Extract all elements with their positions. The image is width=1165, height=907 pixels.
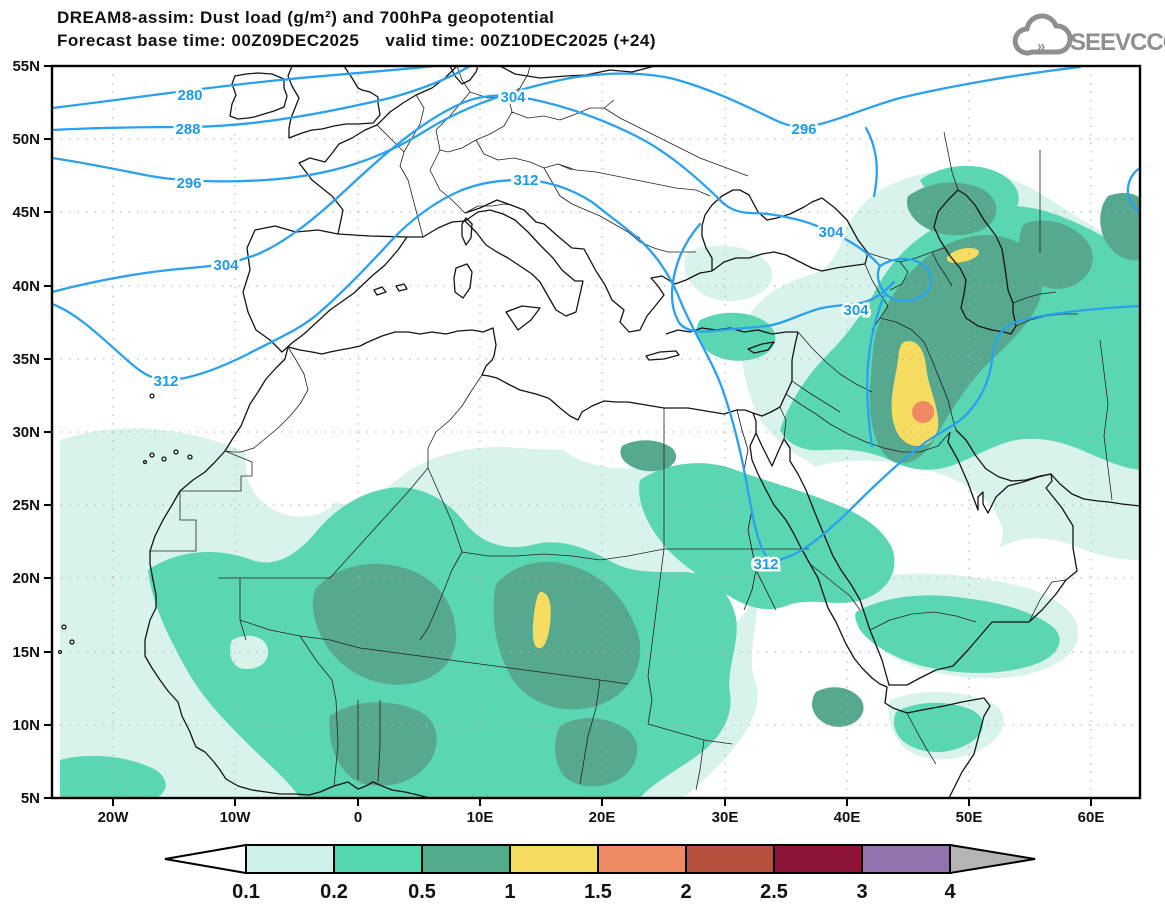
lat-tick-label: 55N	[12, 58, 40, 75]
colorbar-cell	[422, 845, 510, 873]
logo-text: SEEVCCC	[1070, 29, 1165, 56]
contour-label: 312	[753, 556, 778, 573]
lat-tick-label: 20N	[12, 570, 40, 587]
lon-tick-label: 20W	[98, 809, 130, 826]
colorbar-tick-label: 4	[944, 881, 956, 903]
contour-label: 304	[500, 89, 526, 106]
colorbar-tick-label: 0.2	[320, 881, 348, 903]
weather-chart-page: DREAM8-assim: Dust load (g/m²) and 700hP…	[0, 0, 1165, 907]
lat-tick-label: 10N	[12, 717, 40, 734]
dust-load-colorbar: 0.1 0.2 0.5 1 1.5 2 2.5 3 4	[165, 845, 1035, 903]
lat-tick-label: 50N	[12, 131, 40, 148]
lon-tick-label: 30E	[712, 809, 739, 826]
lat-tick-label: 35N	[12, 351, 40, 368]
colorbar-tick-label: 1	[504, 881, 515, 903]
lat-tick-label: 45N	[12, 204, 40, 221]
contour-label: 296	[176, 175, 201, 192]
contour-label: 296	[791, 121, 816, 138]
colorbar-cell	[686, 845, 774, 873]
colorbar-cell	[334, 845, 422, 873]
colorbar-tick-label: 2.5	[760, 881, 788, 903]
lat-tick-label: 5N	[21, 790, 40, 807]
contour-label: 288	[175, 121, 200, 138]
lat-tick-label: 40N	[12, 278, 40, 295]
lat-tick-label: 25N	[12, 497, 40, 514]
colorbar-cell	[598, 845, 686, 873]
contour-label: 304	[818, 224, 844, 241]
colorbar-left-arrow	[165, 845, 246, 873]
contour-label: 304	[213, 257, 239, 274]
lon-tick-label: 60E	[1078, 809, 1105, 826]
cloud-arrows-icon: »	[1037, 38, 1045, 55]
colorbar-cell	[246, 845, 334, 873]
colorbar-cell	[862, 845, 950, 873]
lon-tick-label: 40E	[834, 809, 861, 826]
contour-label: 312	[513, 172, 538, 189]
contour-label: 304	[843, 302, 869, 319]
colorbar-cell	[774, 845, 862, 873]
colorbar-cell	[510, 845, 598, 873]
contour-label: 312	[153, 373, 178, 390]
chart-title: DREAM8-assim: Dust load (g/m²) and 700hP…	[57, 8, 554, 28]
colorbar-tick-label: 0.5	[408, 881, 436, 903]
chart-subtitle: Forecast base time: 00Z09DEC2025 valid t…	[57, 31, 656, 51]
lat-tick-label: 30N	[12, 424, 40, 441]
seevccc-logo: » SEEVCCC	[1015, 16, 1165, 56]
colorbar-tick-label: 3	[856, 881, 867, 903]
colorbar-right-arrow	[950, 845, 1035, 873]
contour-label: 280	[177, 87, 202, 104]
map-canvas: » SEEVCCC	[0, 0, 1165, 907]
lon-tick-label: 10W	[220, 809, 252, 826]
lon-tick-label: 10E	[467, 809, 494, 826]
lat-tick-label: 15N	[12, 644, 40, 661]
lon-tick-label: 0	[354, 809, 362, 826]
colorbar-tick-label: 2	[680, 881, 691, 903]
colorbar-tick-label: 0.1	[232, 881, 260, 903]
lon-tick-label: 20E	[589, 809, 616, 826]
colorbar-tick-label: 1.5	[584, 881, 612, 903]
lon-tick-label: 50E	[956, 809, 983, 826]
